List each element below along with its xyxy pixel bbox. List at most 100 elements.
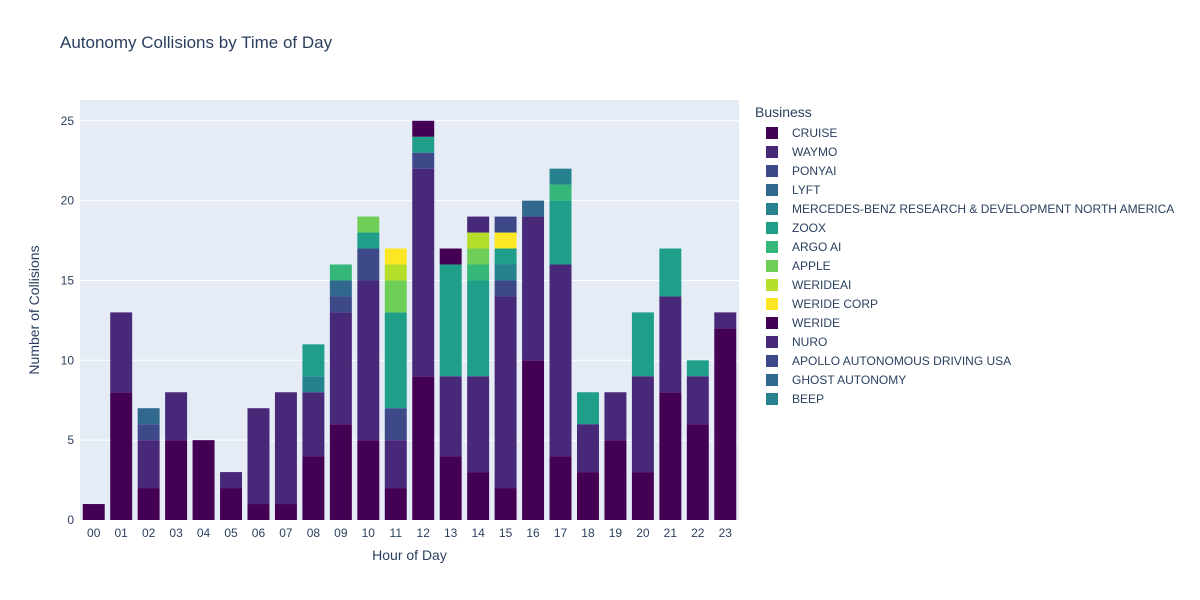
- bar-segment[interactable]: [714, 312, 737, 329]
- legend-item[interactable]: MERCEDES-BENZ RESEARCH & DEVELOPMENT NOR…: [755, 199, 1174, 218]
- bar-segment[interactable]: [220, 472, 243, 489]
- bar-segment[interactable]: [302, 344, 325, 377]
- legend-item[interactable]: GHOST AUTONOMY: [755, 370, 1174, 389]
- legend-item[interactable]: NURO: [755, 332, 1174, 351]
- bar-segment[interactable]: [302, 392, 325, 457]
- bar-segment[interactable]: [659, 296, 682, 393]
- bar-segment[interactable]: [329, 264, 352, 281]
- bar-segment[interactable]: [686, 376, 709, 425]
- bar-segment[interactable]: [357, 280, 380, 441]
- bar-segment[interactable]: [494, 264, 517, 281]
- bar-segment[interactable]: [384, 312, 407, 409]
- bar-segment[interactable]: [165, 392, 188, 441]
- legend-item[interactable]: WAYMO: [755, 142, 1174, 161]
- bar-segment[interactable]: [384, 488, 407, 520]
- bar-segment[interactable]: [549, 184, 572, 201]
- bar-segment[interactable]: [494, 216, 517, 233]
- legend-item[interactable]: WERIDEAI: [755, 275, 1174, 294]
- bar-segment[interactable]: [274, 504, 297, 520]
- bar-segment[interactable]: [467, 216, 490, 233]
- bar-segment[interactable]: [439, 264, 462, 377]
- legend-item[interactable]: ZOOX: [755, 218, 1174, 237]
- bar-segment[interactable]: [329, 296, 352, 313]
- bar-segment[interactable]: [137, 440, 160, 489]
- bar-segment[interactable]: [412, 152, 435, 169]
- legend-item[interactable]: ARGO AI: [755, 237, 1174, 256]
- bar-segment[interactable]: [110, 392, 133, 520]
- legend-item[interactable]: CRUISE: [755, 123, 1174, 142]
- bar-segment[interactable]: [247, 408, 270, 505]
- bar-segment[interactable]: [439, 456, 462, 520]
- legend-item[interactable]: BEEP: [755, 389, 1174, 408]
- bar-segment[interactable]: [549, 456, 572, 520]
- bar-segment[interactable]: [604, 392, 627, 441]
- bar-segment[interactable]: [576, 424, 599, 473]
- bar-segment[interactable]: [220, 488, 243, 520]
- bar-segment[interactable]: [467, 280, 490, 377]
- legend-item[interactable]: APPLE: [755, 256, 1174, 275]
- bar-segment[interactable]: [137, 424, 160, 441]
- bar-segment[interactable]: [384, 248, 407, 265]
- bar-segment[interactable]: [192, 440, 215, 520]
- bar-segment[interactable]: [384, 280, 407, 313]
- bar-segment[interactable]: [412, 376, 435, 520]
- legend-item[interactable]: WERIDE CORP: [755, 294, 1174, 313]
- bar-segment[interactable]: [659, 392, 682, 520]
- bars[interactable]: [82, 120, 737, 520]
- bar-segment[interactable]: [357, 216, 380, 233]
- bar-segment[interactable]: [329, 312, 352, 425]
- bar-segment[interactable]: [384, 408, 407, 441]
- bar-segment[interactable]: [494, 488, 517, 520]
- bar-segment[interactable]: [110, 312, 133, 393]
- bar-segment[interactable]: [576, 472, 599, 520]
- bar-segment[interactable]: [357, 440, 380, 520]
- bar-segment[interactable]: [549, 200, 572, 265]
- bar-segment[interactable]: [494, 296, 517, 489]
- bar-segment[interactable]: [604, 440, 627, 520]
- bar-segment[interactable]: [384, 264, 407, 281]
- bar-segment[interactable]: [631, 376, 654, 473]
- bar-segment[interactable]: [165, 440, 188, 520]
- bar-segment[interactable]: [137, 488, 160, 520]
- bar-segment[interactable]: [549, 168, 572, 185]
- bar-segment[interactable]: [439, 376, 462, 457]
- bar-segment[interactable]: [439, 248, 462, 265]
- bar-segment[interactable]: [329, 424, 352, 520]
- bar-segment[interactable]: [467, 248, 490, 265]
- legend-item[interactable]: PONYAI: [755, 161, 1174, 180]
- bar-segment[interactable]: [522, 360, 545, 520]
- bar-segment[interactable]: [549, 264, 572, 457]
- bar-segment[interactable]: [82, 504, 105, 520]
- bar-segment[interactable]: [329, 280, 352, 297]
- bar-segment[interactable]: [576, 392, 599, 425]
- legend-item[interactable]: LYFT: [755, 180, 1174, 199]
- bar-segment[interactable]: [412, 168, 435, 377]
- bar-segment[interactable]: [631, 472, 654, 520]
- bar-segment[interactable]: [384, 440, 407, 489]
- bar-segment[interactable]: [494, 280, 517, 297]
- bar-segment[interactable]: [494, 248, 517, 265]
- bar-segment[interactable]: [659, 248, 682, 297]
- bar-segment[interactable]: [467, 472, 490, 520]
- bar-segment[interactable]: [302, 376, 325, 393]
- bar-segment[interactable]: [357, 232, 380, 249]
- bar-segment[interactable]: [522, 200, 545, 217]
- bar-segment[interactable]: [686, 424, 709, 520]
- bar-segment[interactable]: [686, 360, 709, 377]
- bar-segment[interactable]: [631, 312, 654, 377]
- bar-segment[interactable]: [467, 232, 490, 249]
- bar-segment[interactable]: [357, 248, 380, 281]
- bar-segment[interactable]: [467, 264, 490, 281]
- legend-item[interactable]: WERIDE: [755, 313, 1174, 332]
- bar-segment[interactable]: [494, 232, 517, 249]
- bar-segment[interactable]: [412, 120, 435, 137]
- bar-segment[interactable]: [274, 392, 297, 505]
- bar-segment[interactable]: [522, 216, 545, 361]
- bar-segment[interactable]: [247, 504, 270, 520]
- bar-segment[interactable]: [467, 376, 490, 473]
- legend-item[interactable]: APOLLO AUTONOMOUS DRIVING USA: [755, 351, 1174, 370]
- bar-segment[interactable]: [137, 408, 160, 425]
- bar-segment[interactable]: [714, 328, 737, 520]
- bar-segment[interactable]: [302, 456, 325, 520]
- bar-segment[interactable]: [412, 136, 435, 153]
